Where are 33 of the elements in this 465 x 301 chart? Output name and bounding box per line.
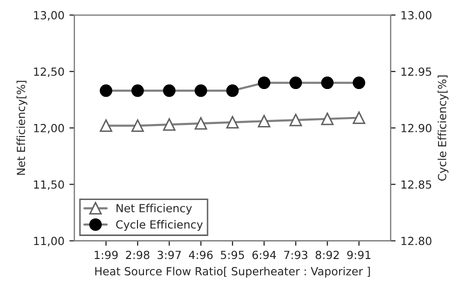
x-axis-title: Heat Source Flow Ratio[ Superheater : Vaporizer ] xyxy=(95,266,370,278)
y-tick-label: 12,00 xyxy=(34,124,64,134)
y2-tick-label: 12.85 xyxy=(402,180,432,189)
y2-tick-label: 12.95 xyxy=(402,67,432,76)
point xyxy=(352,112,366,124)
x-tick-label: 2:98 xyxy=(126,250,150,260)
x-tick-label: 4:96 xyxy=(188,250,213,260)
y2-tick-label: 12.80 xyxy=(402,236,432,246)
y-tick-label: 13,00 xyxy=(34,11,64,21)
point xyxy=(321,112,334,126)
legend-label: Net Efficiency xyxy=(116,204,192,214)
point xyxy=(100,119,112,132)
y-tick-label: 11,50 xyxy=(34,180,64,190)
point xyxy=(131,119,144,132)
x-tick-label: 9:91 xyxy=(347,250,370,260)
x-tick-label: 8:92 xyxy=(316,250,339,260)
y2-tick-label: 13.00 xyxy=(402,11,432,20)
x-tick-label: 3:97 xyxy=(158,250,181,260)
point xyxy=(289,114,302,126)
legend-label: Cycle Efficiency xyxy=(116,220,203,231)
x-tick-label: 5:95 xyxy=(220,250,244,260)
y-tick-label: 11,00 xyxy=(34,236,64,246)
y-axis-title: Net Efficiency[%] xyxy=(16,80,28,175)
point xyxy=(194,117,208,130)
point xyxy=(226,116,239,129)
y2-axis-title: Cycle Efficiency[%] xyxy=(438,75,448,181)
point xyxy=(163,118,176,131)
x-tick-label: 6:94 xyxy=(252,250,276,260)
y-tick-label: 12,50 xyxy=(34,67,64,77)
y2-tick-label: 12.90 xyxy=(402,124,432,132)
point xyxy=(258,114,270,128)
x-tick-label: 7:93 xyxy=(284,250,308,260)
x-tick-label: 1:99 xyxy=(94,250,118,260)
